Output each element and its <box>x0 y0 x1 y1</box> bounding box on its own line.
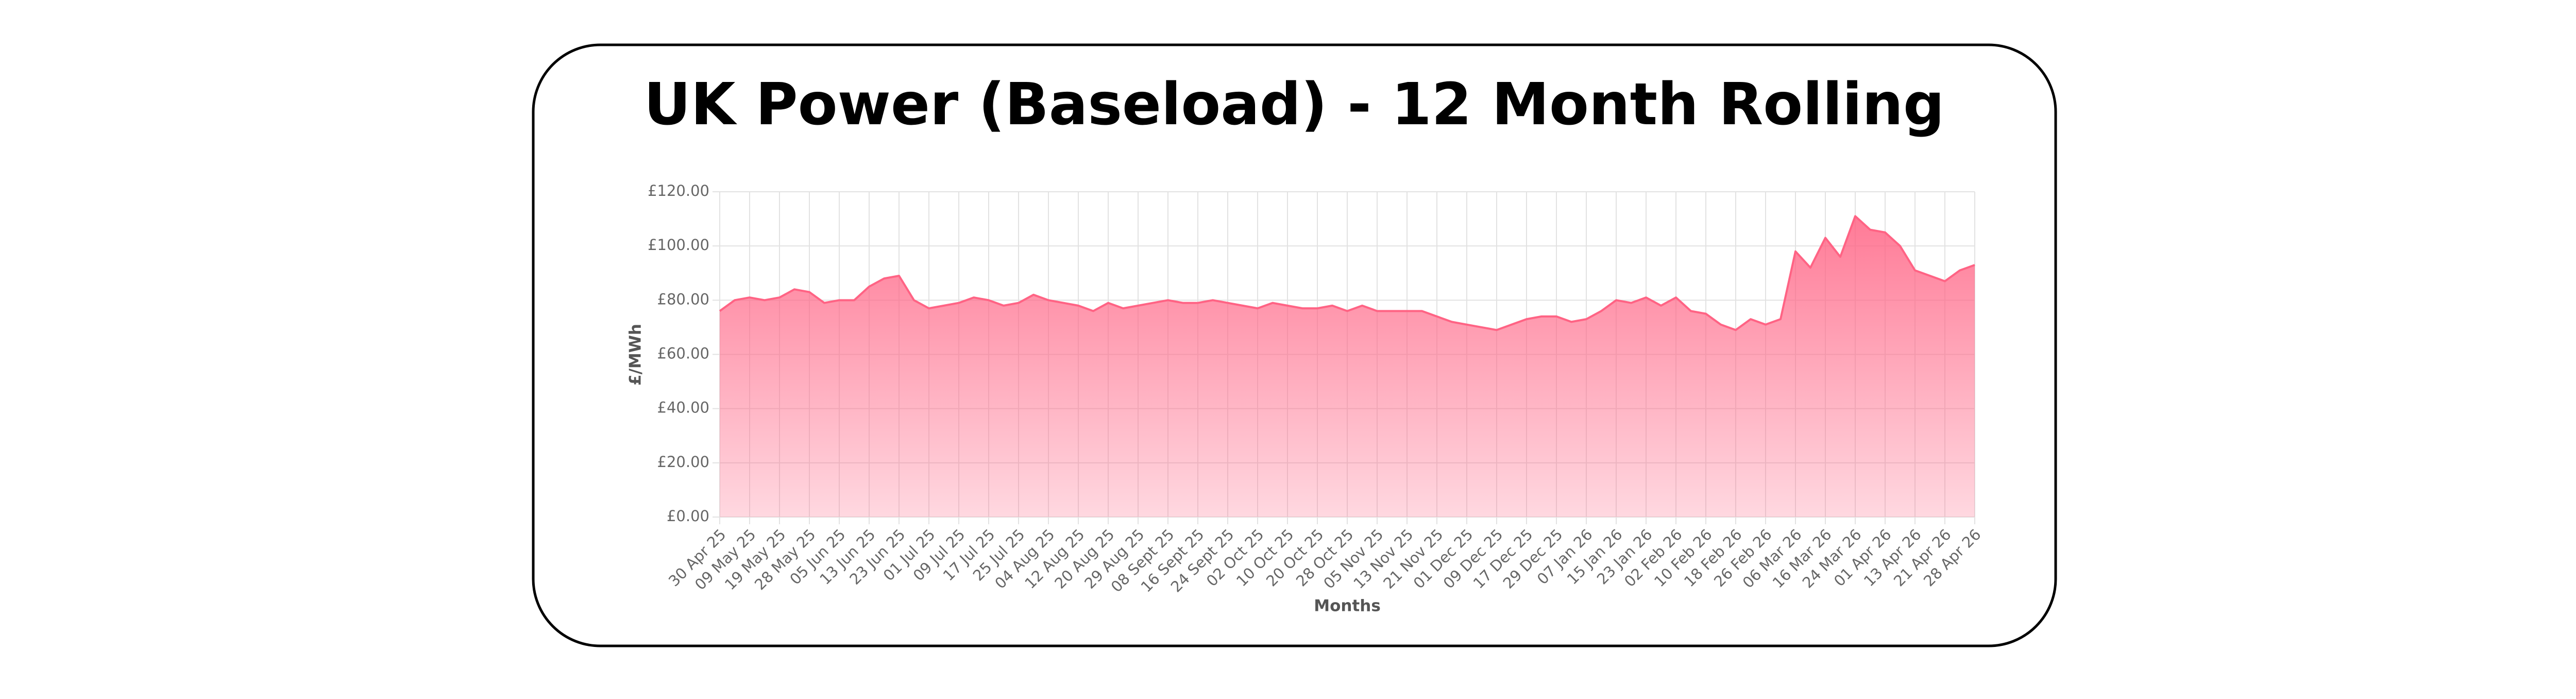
y-tick-label: £120.00 <box>648 182 709 199</box>
x-axis-title: Months <box>1314 597 1381 615</box>
area <box>720 216 1975 517</box>
y-tick-label: £0.00 <box>667 507 709 525</box>
y-tick-label: £40.00 <box>657 399 709 417</box>
line <box>719 215 1975 331</box>
y-tick-label: £20.00 <box>657 453 709 471</box>
y-axis-title: £/MWh <box>626 324 645 386</box>
y-tick-label: £60.00 <box>657 345 709 362</box>
y-tick-label: £100.00 <box>648 236 709 254</box>
chart-title: UK Power (Baseload) - 12 Month Rolling <box>644 71 1944 138</box>
y-tick-label: £80.00 <box>657 290 709 308</box>
